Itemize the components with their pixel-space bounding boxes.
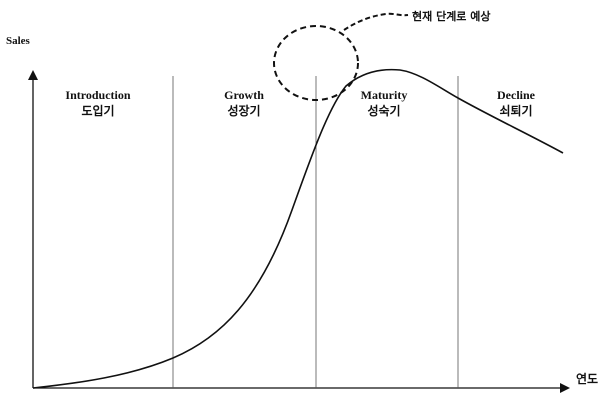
sales-curve [32,68,564,389]
stage-growth-en: Growth [224,88,264,102]
stage-growth-ko: 성장기 [227,103,260,118]
stage-maturity-en: Maturity [361,88,408,102]
annotation-connector [343,12,409,31]
x-axis-label: 연도 [576,371,598,386]
stage-introduction-ko: 도입기 [81,103,114,118]
current-stage-highlight [273,25,359,101]
annotation-text: 현재 단계로 예상 [412,9,491,23]
y-axis-label: Sales [6,35,31,47]
stage-maturity-ko: 성숙기 [367,103,400,118]
stage-decline-en: Decline [497,88,536,102]
stage-introduction-en: Introduction [65,88,130,102]
stage-decline-ko: 쇠퇴기 [499,103,532,118]
